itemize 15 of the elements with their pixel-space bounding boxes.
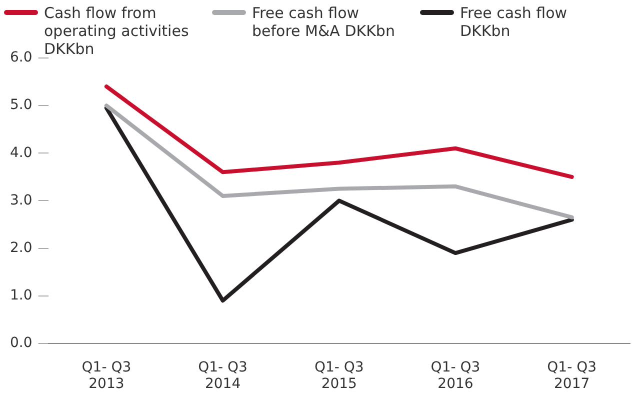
x-tick-label: Q1- Q3 2016 (430, 359, 480, 392)
y-tick-label: 1.0 (10, 287, 32, 304)
legend-label: Free cash flow DKKbn (460, 4, 568, 40)
legend-label: Free cash flow before M&A DKKbn (252, 4, 396, 40)
y-tick-label: 5.0 (10, 97, 32, 114)
y-tick-label: 4.0 (10, 144, 32, 161)
y-tick-label: 2.0 (10, 240, 32, 256)
x-tick-label: Q1- Q3 2015 (314, 359, 364, 392)
y-tick-label: 3.0 (10, 192, 32, 208)
y-tick-label: 0.0 (10, 335, 32, 352)
x-tick-label: Q1- Q3 2014 (198, 359, 248, 392)
y-tick-label: 6.0 (10, 50, 32, 66)
x-tick-label: Q1- Q3 2013 (82, 359, 132, 392)
legend-label: Cash flow from operating activities DKKbn (44, 4, 190, 58)
x-tick-label: Q1- Q3 2017 (547, 359, 597, 392)
